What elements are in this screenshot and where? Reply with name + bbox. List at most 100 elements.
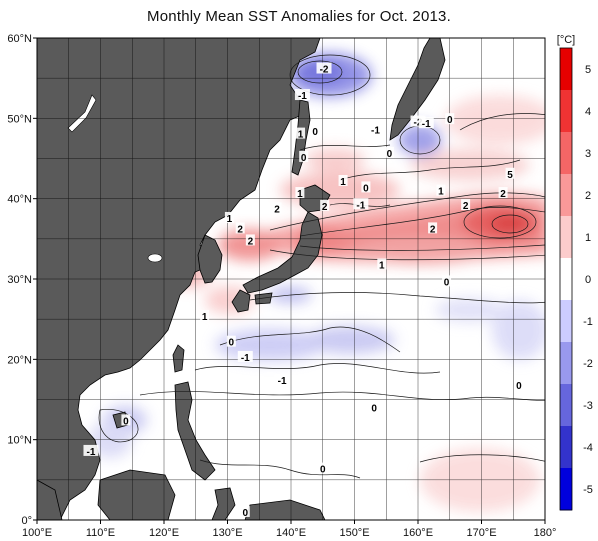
contour-label: 0 [363,183,369,194]
contour-label: 0 [312,127,318,138]
contour-label: 2 [248,236,254,247]
colorbar-tick-label: 4 [585,106,591,118]
contour-label-bg [226,335,236,347]
colorbar-swatch [560,384,572,427]
contour-label: -2 [414,118,423,129]
contour-label-bg [418,117,434,129]
contour-label: 1 [202,312,208,323]
colorbar-tick-label: -3 [583,400,593,412]
colorbar-tick-label: 2 [585,190,591,202]
contour-label: 5 [507,170,513,181]
contour-label-bg [274,374,290,386]
lon-tick-label: 150°E [339,527,369,539]
contour-label: -1 [371,126,380,137]
colorbar-swatch [560,90,572,133]
contour-label-bg [369,401,379,413]
colorbar-swatch [560,258,572,301]
lon-tick-label: 130°E [212,527,242,539]
lat-tick-label: 20°N [7,354,32,366]
contour-label-bg [514,379,524,391]
colorbar-unit: [°C] [557,34,575,46]
colorbar-tick-label: -1 [583,316,593,328]
contour-label: 2 [500,189,506,200]
contour-label-bg [461,199,471,211]
colorbar-swatch [560,342,572,385]
contour-label: 1 [298,130,304,141]
contour-label-bg [384,146,394,158]
contour-label: 1 [297,189,303,200]
contour-label-bg [505,167,515,179]
lat-tick-label: 0° [21,515,32,527]
contour-label: -1 [422,119,431,130]
contour-label: 1 [340,177,346,188]
contour-label-bg [224,211,234,223]
contour-label-bg [240,505,250,517]
colorbar-swatch [560,132,572,175]
colorbar-swatch [560,426,572,469]
colorbar-swatch [560,174,572,217]
contour-label: 0 [516,381,522,392]
contour-label: 0 [371,404,377,415]
contour-label: 2 [322,202,328,213]
lon-tick-label: 140°E [276,527,306,539]
contour-label: -1 [241,353,250,364]
colorbar-tick-label: -5 [583,484,593,496]
contour-label-bg [320,199,330,211]
colorbar-frame [559,47,573,511]
contour-label: 0 [387,149,393,160]
lon-tick-label: 160°E [403,527,433,539]
contour-label: -1 [278,376,287,387]
contour-label-bg [410,115,426,127]
contour-label: 1 [227,214,233,225]
contour-label: -2 [320,65,329,76]
contour-label: 0 [444,277,450,288]
colorbar-swatch [560,48,572,91]
contour-lines [98,54,545,479]
lon-tick-label: 180° [534,527,557,539]
colorbar-tick-label: -2 [583,358,593,370]
lat-tick-label: 60°N [7,33,32,45]
lon-tick-label: 110°E [86,527,115,539]
colorbar: [°C] 5 4 3 2 1 0 -1 -2 -3 -4 -5 [557,34,593,511]
contour-label-bg [338,174,348,186]
lake-features [67,94,163,263]
contour-label-bg [318,462,328,474]
contour-label-bg [235,222,245,234]
contour-label: 1 [438,187,444,198]
colorbar-swatch [560,216,572,259]
contour-label-bg [200,309,210,321]
contour-label: 0 [301,153,307,164]
colorbar-tick-label: -4 [583,442,593,454]
contour-label-bg [272,202,282,214]
lon-tick-label: 100°E [22,527,52,539]
contour-label-bg [294,89,310,101]
contour-label: 2 [274,204,280,215]
contour-label-bg [237,350,253,362]
contour-label: 0 [447,115,453,126]
contour-label: -1 [298,91,307,102]
contour-label: 0 [320,465,326,476]
lat-tick-label: 30°N [7,274,32,286]
lon-tick-label: 170°E [466,527,496,539]
map-title: Monthly Mean SST Anomalies for Oct. 2013… [147,8,451,25]
contour-label-bg [299,150,309,162]
lon-tick-label: 120°E [149,527,179,539]
contour-label-bg [367,123,383,135]
contour-label: 0 [242,508,248,519]
contour-label: 2 [237,224,243,235]
colorbar-swatch [560,300,572,343]
colorbar-tick-label: 3 [585,148,591,160]
contour-label-bg [436,184,446,196]
contour-label: 2 [463,201,469,212]
contour-label-bg [428,222,438,234]
contour-label-bg [245,234,255,246]
contour-label-bg [296,127,306,139]
contour-label: 0 [123,416,129,427]
contour-label-bg [442,275,452,287]
colorbar-tick-label: 5 [585,64,591,76]
contour-label-bg [310,125,320,137]
contour-label-bg [316,62,332,74]
contour-label-bg [377,258,387,270]
